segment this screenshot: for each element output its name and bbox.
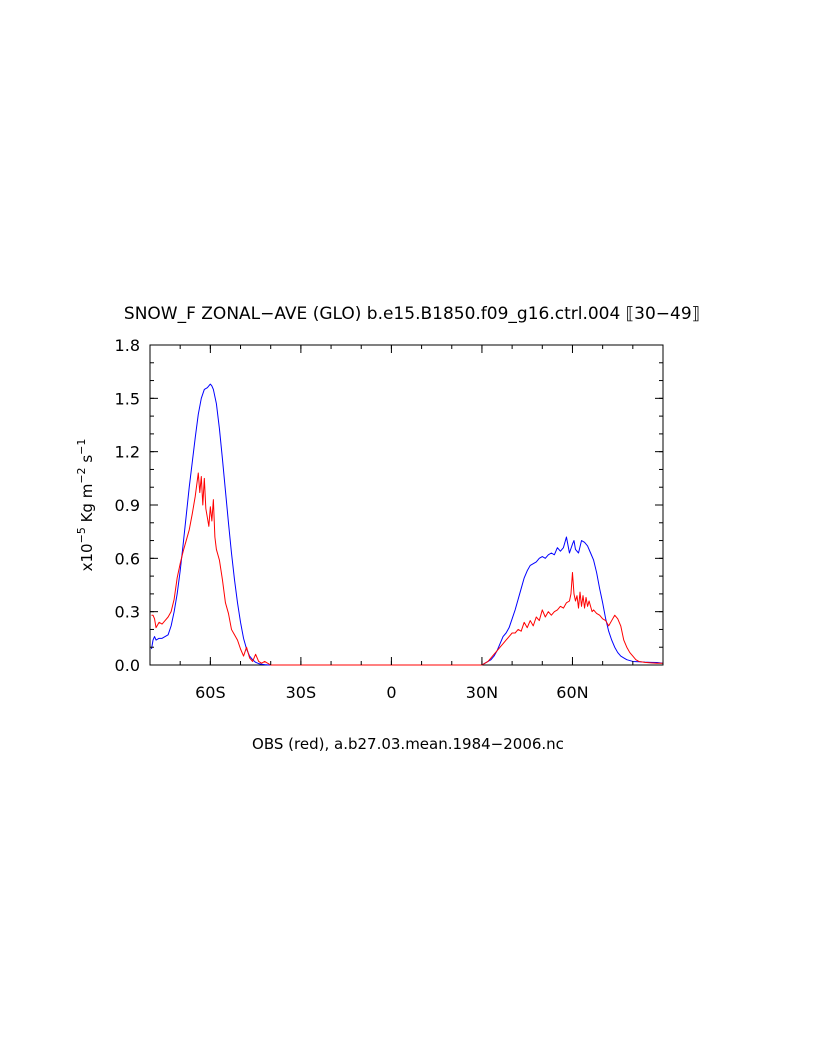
x-tick-label: 0: [386, 683, 396, 702]
x-tick-label: 30N: [466, 683, 498, 702]
y-tick-label: 1.2: [115, 443, 140, 462]
x-tick-label: 60S: [195, 683, 226, 702]
series-line-0: [151, 383, 664, 666]
y-tick-label: 0.3: [115, 603, 140, 622]
y-axis-label-prefix: x10: [78, 543, 96, 571]
y-axis-label-exp1: −5: [75, 527, 88, 543]
y-axis-label-exp2: −2: [75, 467, 88, 483]
y-tick-label: 0.6: [115, 549, 140, 568]
x-axis-label: OBS (red), a.b27.03.mean.1984−2006.nc: [252, 735, 564, 753]
chart-title: SNOW_F ZONAL−AVE (GLO) b.e15.B1850.f09_g…: [124, 304, 700, 324]
y-axis-label-exp3: −1: [75, 439, 88, 455]
x-axis: 60S 30S 0 30N 60N: [149, 345, 664, 702]
y-axis: 0.0 0.3 0.6 0.9 1.2 1.5 1.8: [115, 336, 663, 675]
y-axis-label-unit1: Kg m: [78, 484, 96, 528]
y-tick-label: 0.9: [115, 496, 140, 515]
y-axis-label-unit2: s: [78, 455, 96, 468]
y-tick-label: 1.8: [115, 336, 140, 355]
series-line-1: [151, 472, 663, 666]
y-axis-label: x10−5 Kg m−2 s−1: [75, 439, 96, 572]
y-tick-label: 1.5: [115, 389, 140, 408]
x-tick-label: 60N: [556, 683, 588, 702]
plot-area: [149, 344, 664, 666]
x-tick-label: 30S: [286, 683, 317, 702]
y-tick-label: 0.0: [115, 656, 140, 675]
